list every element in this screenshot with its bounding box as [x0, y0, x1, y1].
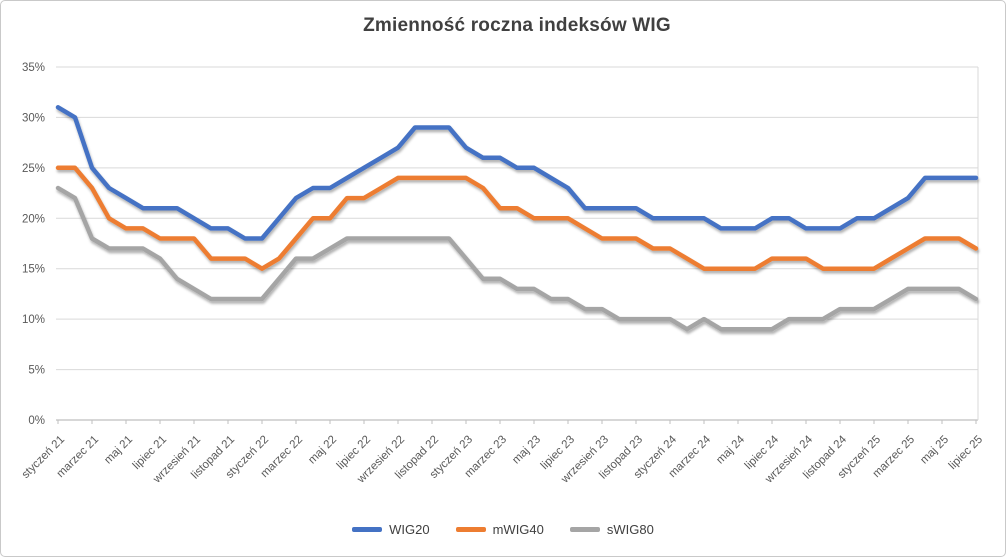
wig20-line-swatch-icon [352, 527, 383, 532]
y-axis-label: 5% [28, 365, 45, 377]
x-axis-label: maj 24 [714, 433, 747, 466]
legend-item-swig80[interactable]: sWIG80 [569, 522, 654, 537]
chart-legend: WIG20 mWIG40 sWIG80 [1, 522, 1005, 537]
y-axis-label: 25% [22, 163, 45, 175]
x-axis-label: maj 21 [102, 434, 135, 467]
wig20-line[interactable] [55, 105, 979, 241]
legend-item-wig20[interactable]: WIG20 [352, 522, 430, 537]
y-axis-label: 20% [22, 213, 45, 225]
y-axis-label: 0% [28, 415, 45, 427]
swig80-line-swatch-icon [569, 527, 600, 532]
y-axis-label: 30% [22, 112, 45, 124]
legend-item-mwig40[interactable]: mWIG40 [455, 522, 544, 537]
swig80-line[interactable] [55, 185, 979, 332]
y-axis-label: 35% [22, 62, 45, 74]
mwig40-line-swatch-icon [455, 527, 486, 532]
x-axis-label: maj 22 [306, 434, 339, 467]
y-axis-label: 10% [22, 314, 45, 326]
legend-label-wig20: WIG20 [389, 522, 430, 537]
legend-label-mwig40: mWIG40 [492, 522, 544, 537]
x-axis-label: lipiec 25 [947, 434, 985, 472]
chart-title: Zmienność roczna indeksów WIG [363, 15, 671, 36]
y-axis-label: 15% [22, 264, 45, 276]
mwig40-line[interactable] [55, 165, 979, 271]
legend-label-swig80: sWIG80 [606, 522, 654, 537]
x-axis-label: maj 25 [918, 434, 951, 467]
x-axis-label: maj 23 [510, 434, 543, 467]
